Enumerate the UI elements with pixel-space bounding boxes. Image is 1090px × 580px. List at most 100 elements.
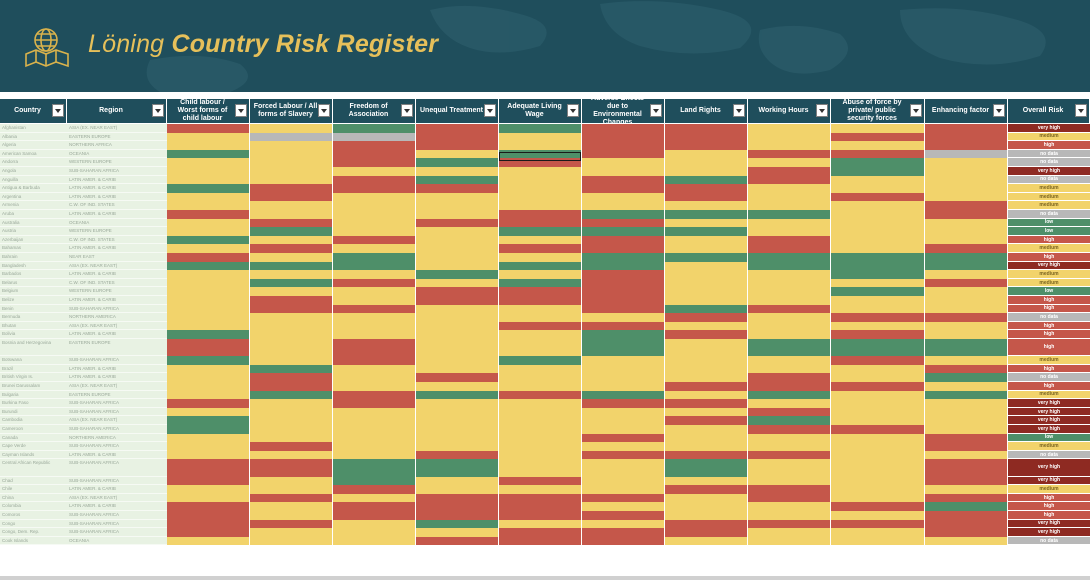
risk-cell[interactable] [831,244,925,253]
risk-cell[interactable] [250,175,333,185]
risk-cell[interactable] [250,476,333,486]
risk-cell[interactable] [582,442,665,451]
risk-cell[interactable] [831,184,925,193]
risk-cell[interactable] [250,278,333,288]
risk-cell[interactable] [167,313,250,322]
risk-cell[interactable] [748,132,831,142]
risk-cell[interactable] [167,485,250,494]
risk-cell[interactable] [499,304,582,314]
risk-cell[interactable] [167,407,250,417]
risk-cell[interactable] [250,364,333,374]
risk-cell[interactable] [167,433,250,443]
risk-cell[interactable] [582,399,665,408]
risk-cell[interactable] [831,425,925,434]
risk-cell[interactable] [250,519,333,529]
country-name[interactable]: Australia [2,219,20,225]
risk-cell[interactable] [665,511,748,520]
country-name[interactable]: Burundi [2,408,18,414]
risk-cell[interactable] [167,321,250,331]
risk-cell[interactable] [416,502,499,511]
risk-cell[interactable] [665,485,748,494]
risk-cell[interactable] [748,253,831,262]
risk-cell[interactable] [831,321,925,331]
risk-cell[interactable] [665,227,748,236]
risk-cell[interactable] [748,218,831,228]
risk-cell[interactable] [416,321,499,331]
risk-cell[interactable] [416,278,499,288]
risk-cell[interactable] [499,528,582,537]
risk-cell[interactable] [167,382,250,391]
risk-cell[interactable] [665,261,748,271]
country-name[interactable]: Brazil [2,365,14,371]
country-name[interactable]: Cameroon [2,426,24,431]
risk-cell[interactable] [925,399,1008,408]
risk-cell[interactable] [416,218,499,228]
risk-cell[interactable] [582,313,665,322]
risk-cell[interactable] [925,528,1008,537]
risk-cell[interactable] [665,321,748,331]
risk-cell[interactable] [499,364,582,374]
risk-cell[interactable] [167,399,250,408]
country-name[interactable]: Albania [2,133,18,139]
risk-cell[interactable] [333,382,416,391]
risk-cell[interactable] [582,132,665,142]
risk-cell[interactable] [748,167,831,176]
risk-cell[interactable] [748,210,831,219]
risk-cell[interactable] [167,330,250,339]
risk-cell[interactable] [416,511,499,520]
risk-cell[interactable] [748,141,831,150]
risk-cell[interactable] [582,235,665,245]
country-name[interactable]: Algeria [2,142,17,148]
risk-cell[interactable] [167,356,250,365]
risk-cell[interactable] [925,330,1008,339]
risk-cell[interactable] [333,141,416,150]
risk-cell[interactable] [925,149,1008,159]
risk-cell[interactable] [831,158,925,167]
risk-cell[interactable] [665,132,748,142]
risk-cell[interactable] [831,149,925,159]
risk-cell[interactable] [333,270,416,279]
risk-cell[interactable] [250,304,333,314]
risk-cell[interactable] [665,235,748,245]
filter-dropdown-icon[interactable] [1075,104,1087,117]
risk-cell[interactable] [499,201,582,210]
filter-dropdown-icon[interactable] [318,104,330,117]
country-name[interactable]: Azerbaijan [2,236,24,242]
risk-cell[interactable] [748,442,831,451]
country-name[interactable]: Barbados [2,271,22,277]
risk-cell[interactable] [416,493,499,503]
country-name[interactable]: Argentina [2,193,22,199]
risk-cell[interactable] [582,493,665,503]
risk-cell[interactable] [831,356,925,365]
risk-cell[interactable] [333,536,416,546]
risk-cell[interactable] [665,476,748,486]
risk-cell[interactable] [333,287,416,296]
risk-cell[interactable] [167,270,250,279]
risk-cell[interactable] [333,476,416,486]
country-name[interactable]: Chad [2,477,13,483]
risk-cell[interactable] [333,313,416,322]
risk-cell[interactable] [925,210,1008,219]
risk-cell[interactable] [665,330,748,339]
risk-cell[interactable] [333,244,416,253]
risk-cell[interactable] [167,511,250,520]
risk-cell[interactable] [167,167,250,176]
country-name[interactable]: Burkina Faso [2,400,29,406]
country-name[interactable]: Colombia [2,503,22,509]
filter-dropdown-icon[interactable] [816,104,828,117]
risk-cell[interactable] [748,407,831,417]
risk-cell[interactable] [748,184,831,193]
risk-cell[interactable] [416,519,499,529]
risk-cell[interactable] [167,502,250,511]
risk-cell[interactable] [925,321,1008,331]
risk-cell[interactable] [499,433,582,443]
risk-cell[interactable] [748,493,831,503]
risk-cell[interactable] [250,201,333,210]
risk-cell[interactable] [333,373,416,382]
risk-cell[interactable] [665,304,748,314]
risk-cell[interactable] [250,253,333,262]
risk-cell[interactable] [250,493,333,503]
risk-cell[interactable] [665,425,748,434]
risk-cell[interactable] [167,528,250,537]
risk-cell[interactable] [831,433,925,443]
